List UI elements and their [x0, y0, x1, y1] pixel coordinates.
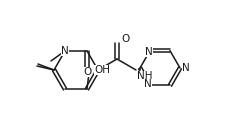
- Text: O: O: [83, 67, 91, 77]
- Text: N: N: [144, 79, 152, 89]
- Text: N: N: [182, 63, 190, 73]
- Text: O: O: [121, 34, 129, 44]
- Text: NH: NH: [137, 71, 152, 81]
- Text: N: N: [145, 47, 153, 57]
- Text: N: N: [61, 46, 69, 56]
- Text: OH: OH: [94, 65, 110, 75]
